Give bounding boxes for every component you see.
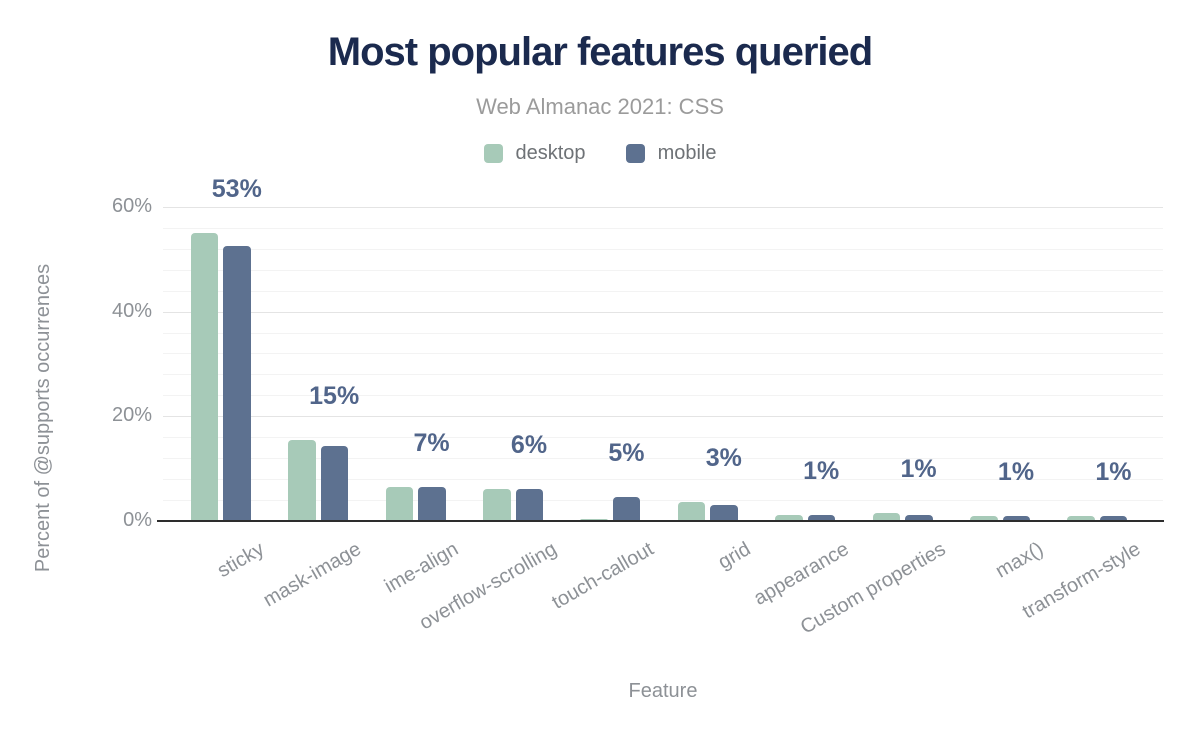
- bar-desktop-overflow-scrolling: [483, 489, 511, 521]
- mobile-swatch-icon: [625, 144, 645, 163]
- bar-desktop-transform-style: [1067, 516, 1095, 521]
- x-axis-baseline: [157, 519, 1164, 522]
- legend-label-mobile: mobile: [657, 142, 717, 164]
- x-tick-sticky: sticky: [213, 538, 268, 583]
- gridline-52: [163, 248, 1163, 250]
- gridline-4: [163, 500, 1163, 502]
- value-label-mask-image: 15%: [309, 381, 360, 410]
- x-tick-ime-align: ime-align: [381, 538, 463, 598]
- gridline-48: [163, 269, 1163, 271]
- bar-mobile-touch-callout: [612, 497, 641, 521]
- value-label-transform-style: 1%: [1095, 458, 1132, 487]
- x-tick-grid: grid: [714, 538, 755, 574]
- gridline-36: [163, 332, 1163, 334]
- x-tick-max: max(): [991, 538, 1047, 583]
- gridline-32: [163, 353, 1163, 355]
- y-tick-40pct: 40%: [111, 299, 152, 322]
- legend-item-mobile: mobile: [625, 142, 717, 165]
- gridline-24: [163, 395, 1163, 397]
- bar-desktop-sticky: [190, 233, 219, 521]
- bar-mobile-sticky: [223, 246, 251, 521]
- y-tick-20pct: 20%: [111, 404, 152, 427]
- bar-mobile-ime-align: [418, 487, 446, 521]
- chart-title: Most popular features queried: [327, 30, 873, 74]
- bar-desktop-grid: [677, 501, 706, 521]
- gridline-8: [163, 479, 1163, 481]
- value-label-sticky: 53%: [211, 175, 262, 204]
- bar-desktop-custom-properties: [872, 513, 901, 521]
- gridline-20: [163, 416, 1163, 418]
- gridline-12: [163, 458, 1163, 460]
- legend-item-desktop: desktop: [483, 142, 586, 165]
- value-label-overflow-scrolling: 6%: [510, 431, 548, 460]
- value-label-appearance: 1%: [803, 456, 840, 485]
- gridline-16: [163, 437, 1163, 439]
- chart-subtitle: Web Almanac 2021: CSS: [476, 94, 724, 119]
- bar-mobile-mask-image: [320, 445, 349, 521]
- bar-mobile-transform-style: [1099, 516, 1128, 521]
- value-label-custom-properties: 1%: [900, 455, 937, 484]
- x-tick-touch-callout: touch-callout: [548, 538, 658, 614]
- legend: desktop mobile: [0, 142, 1200, 165]
- value-label-ime-align: 7%: [413, 429, 450, 458]
- gridline-60: [163, 206, 1163, 208]
- gridline-28: [163, 374, 1163, 376]
- desktop-swatch-icon: [483, 144, 503, 163]
- value-label-max: 1%: [997, 458, 1035, 487]
- bar-mobile-custom-properties: [905, 514, 933, 521]
- y-tick-0pct: 0%: [123, 509, 152, 531]
- bar-desktop-ime-align: [385, 487, 414, 521]
- gridline-56: [163, 227, 1163, 229]
- y-axis-title: Percent of @supports occurrences: [32, 263, 54, 573]
- x-axis-title: Feature: [628, 680, 698, 702]
- gridline-44: [163, 290, 1163, 292]
- bar-desktop-max: [970, 516, 998, 521]
- bar-desktop-appearance: [775, 514, 803, 521]
- bar-mobile-overflow-scrolling: [515, 489, 543, 521]
- y-tick-60pct: 60%: [111, 194, 152, 217]
- value-label-grid: 3%: [705, 443, 742, 472]
- x-tick-mask-image: mask-image: [259, 538, 366, 612]
- bar-mobile-appearance: [807, 515, 836, 521]
- bar-desktop-mask-image: [288, 439, 316, 521]
- legend-label-desktop: desktop: [515, 142, 586, 164]
- gridline-40: [163, 311, 1163, 313]
- value-label-touch-callout: 5%: [608, 439, 645, 468]
- bar-mobile-grid: [710, 504, 738, 521]
- bar-mobile-max: [1002, 516, 1030, 521]
